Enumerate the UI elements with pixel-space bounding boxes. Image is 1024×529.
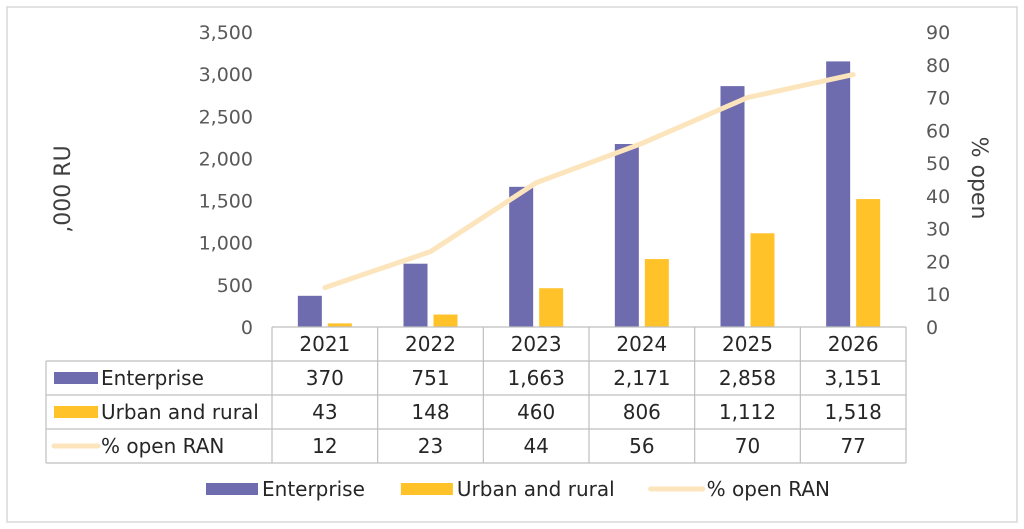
data-label: 2,858 bbox=[719, 366, 776, 390]
y2-tick-label: 10 bbox=[926, 284, 950, 306]
legend-label: Urban and rural bbox=[457, 477, 615, 501]
y2-tick-label: 90 bbox=[926, 22, 950, 44]
y2-tick-label: 50 bbox=[926, 153, 950, 175]
y-tick-label: 500 bbox=[217, 275, 253, 297]
category-label: 2026 bbox=[828, 332, 879, 356]
bar bbox=[539, 288, 564, 327]
bar bbox=[509, 186, 534, 327]
table-series-name: Enterprise bbox=[101, 366, 204, 390]
data-label: 148 bbox=[411, 400, 449, 424]
table-series-name: % open RAN bbox=[101, 434, 224, 458]
y2-tick-label: 80 bbox=[926, 55, 950, 77]
data-label: 751 bbox=[411, 366, 449, 390]
data-label: 1,663 bbox=[508, 366, 565, 390]
y-tick-label: 1,500 bbox=[199, 191, 253, 213]
series-line bbox=[322, 72, 856, 291]
data-label: 44 bbox=[523, 434, 548, 458]
data-label: 1,518 bbox=[825, 400, 882, 424]
y-tick-label: 3,500 bbox=[199, 22, 253, 44]
data-label: 77 bbox=[840, 434, 865, 458]
bar bbox=[856, 199, 881, 327]
bar bbox=[826, 61, 851, 328]
bar bbox=[750, 233, 775, 327]
bar bbox=[614, 144, 639, 327]
bar bbox=[327, 323, 352, 327]
y-tick-label: 2,000 bbox=[199, 148, 253, 170]
y-tick-label: 3,000 bbox=[199, 64, 253, 86]
table-legend-key bbox=[54, 372, 98, 384]
bar bbox=[297, 295, 322, 327]
data-label: 460 bbox=[517, 400, 555, 424]
table-legend-key bbox=[54, 406, 98, 418]
data-label: 1,112 bbox=[719, 400, 776, 424]
category-label: 2025 bbox=[722, 332, 773, 356]
bar bbox=[433, 314, 458, 327]
y-tick-label: 1,000 bbox=[199, 233, 253, 255]
y-tick-label: 0 bbox=[241, 317, 253, 339]
y2-tick-label: 30 bbox=[926, 219, 950, 241]
y2-tick-label: 0 bbox=[926, 317, 938, 339]
data-label: 370 bbox=[306, 366, 344, 390]
table-series-name: Urban and rural bbox=[101, 400, 259, 424]
legend-label: Enterprise bbox=[262, 477, 365, 501]
category-label: 2023 bbox=[511, 332, 562, 356]
y2-tick-label: 60 bbox=[926, 120, 950, 142]
legend-label: % open RAN bbox=[707, 477, 830, 501]
legend-key bbox=[206, 483, 258, 495]
data-label: 23 bbox=[418, 434, 443, 458]
data-label: 56 bbox=[629, 434, 654, 458]
category-label: 2024 bbox=[616, 332, 667, 356]
data-label: 2,171 bbox=[613, 366, 670, 390]
data-label: 12 bbox=[312, 434, 337, 458]
category-label: 2022 bbox=[405, 332, 456, 356]
data-label: 3,151 bbox=[825, 366, 882, 390]
data-label: 70 bbox=[735, 434, 760, 458]
y2-tick-label: 70 bbox=[926, 88, 950, 110]
y-axis-title: ,000 RU bbox=[51, 145, 76, 232]
y2-tick-label: 40 bbox=[926, 186, 950, 208]
y2-tick-label: 20 bbox=[926, 251, 950, 273]
data-label: 43 bbox=[312, 400, 337, 424]
bar bbox=[644, 259, 669, 327]
data-label: 806 bbox=[623, 400, 661, 424]
legend-key bbox=[400, 483, 453, 495]
plot-area: 0 500 1,000 1,500 2,000 2,500 3,000 3,500 0 10 20 3… bbox=[45, 22, 950, 501]
bar bbox=[720, 86, 745, 328]
category-label: 2021 bbox=[299, 332, 350, 356]
y-tick-label: 2,500 bbox=[199, 106, 253, 128]
y2-axis-title: % open bbox=[966, 137, 991, 220]
bar bbox=[403, 263, 428, 327]
